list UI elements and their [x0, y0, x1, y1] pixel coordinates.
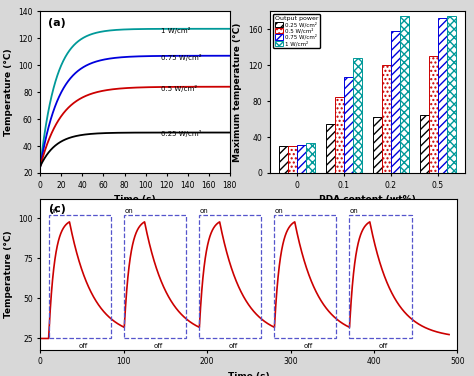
Bar [438, 18, 447, 173]
Bar [447, 16, 456, 173]
Text: (a): (a) [48, 18, 65, 28]
Text: off: off [379, 343, 388, 349]
Bar [429, 56, 438, 173]
Text: off: off [154, 343, 163, 349]
Text: 0.5 W/cm²: 0.5 W/cm² [162, 85, 198, 92]
Text: on: on [350, 208, 358, 214]
Y-axis label: Temperature (°C): Temperature (°C) [4, 230, 13, 318]
Bar [297, 145, 306, 173]
X-axis label: PDA content (wt%): PDA content (wt%) [319, 195, 416, 204]
Bar [373, 117, 382, 173]
X-axis label: Time (s): Time (s) [228, 372, 270, 376]
Bar [199, 215, 261, 338]
Text: (b): (b) [278, 16, 296, 26]
Text: off: off [304, 343, 313, 349]
Text: on: on [200, 208, 209, 214]
Bar [288, 146, 297, 173]
Bar [326, 124, 335, 173]
Bar [344, 77, 353, 173]
Bar [420, 115, 429, 173]
Bar [124, 215, 186, 338]
Bar [49, 215, 111, 338]
Y-axis label: Temperature (°C): Temperature (°C) [4, 48, 13, 136]
Text: 0.75 W/cm²: 0.75 W/cm² [162, 54, 202, 61]
Text: off: off [228, 343, 238, 349]
Bar [349, 215, 411, 338]
Y-axis label: Maximum temperature (°C): Maximum temperature (°C) [234, 23, 243, 162]
Text: 0.25 W/cm²: 0.25 W/cm² [162, 130, 202, 137]
Bar [335, 97, 344, 173]
Text: on: on [125, 208, 133, 214]
Text: on: on [49, 208, 58, 214]
Text: 1 W/cm²: 1 W/cm² [162, 27, 191, 33]
Bar [274, 215, 337, 338]
Text: on: on [275, 208, 283, 214]
Text: (c): (c) [49, 204, 65, 214]
Legend: 0.25 W/cm², 0.5 W/cm², 0.75 W/cm², 1 W/cm²: 0.25 W/cm², 0.5 W/cm², 0.75 W/cm², 1 W/c… [273, 14, 320, 48]
X-axis label: Time (s): Time (s) [114, 195, 156, 204]
Bar [279, 146, 288, 173]
Bar [391, 31, 400, 173]
Bar [400, 16, 409, 173]
Text: off: off [78, 343, 88, 349]
Bar [306, 143, 315, 173]
Bar [382, 65, 391, 173]
Bar [353, 58, 362, 173]
